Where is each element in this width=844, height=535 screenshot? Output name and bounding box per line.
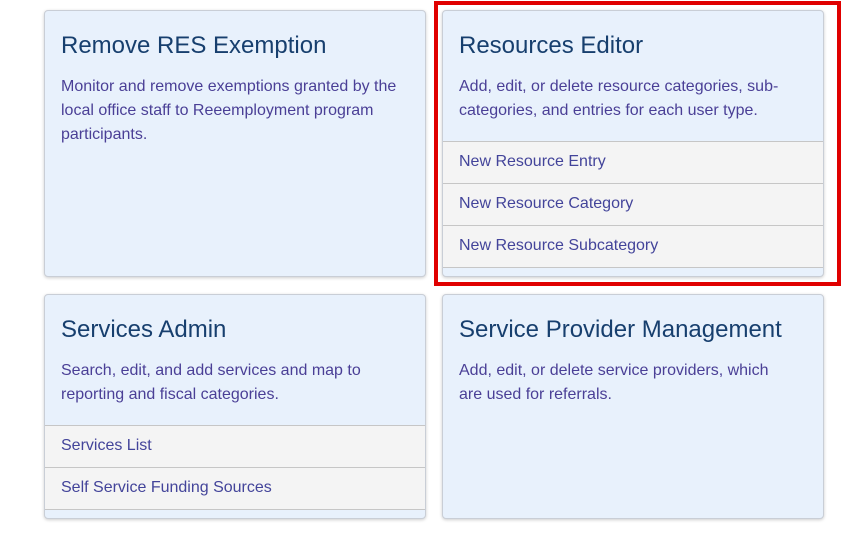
card-title: Service Provider Management — [459, 316, 782, 343]
card-remove-res-exemption: Remove RES Exemption Monitor and remove … — [44, 10, 426, 277]
card-description: Monitor and remove exemptions granted by… — [61, 78, 397, 143]
services-list-link[interactable]: Services List — [45, 426, 425, 468]
card-description: Add, edit, or delete resource categories… — [459, 78, 779, 119]
card-description: Add, edit, or delete service providers, … — [459, 362, 769, 403]
highlight-box — [434, 1, 841, 286]
self-service-funding-sources-link[interactable]: Self Service Funding Sources — [45, 468, 425, 510]
new-resource-entry-link[interactable]: New Resource Entry — [443, 142, 823, 184]
card-title: Resources Editor — [459, 32, 644, 59]
card-resources-editor: Resources Editor Add, edit, or delete re… — [442, 10, 824, 277]
card-description: Search, edit, and add services and map t… — [61, 362, 361, 403]
card-service-provider-management: Service Provider Management Add, edit, o… — [442, 294, 824, 519]
new-resource-category-link[interactable]: New Resource Category — [443, 184, 823, 226]
card-title: Services Admin — [61, 316, 227, 343]
card-title: Remove RES Exemption — [61, 32, 327, 59]
new-resource-subcategory-link[interactable]: New Resource Subcategory — [443, 226, 823, 268]
card-services-admin: Services Admin Search, edit, and add ser… — [44, 294, 426, 519]
